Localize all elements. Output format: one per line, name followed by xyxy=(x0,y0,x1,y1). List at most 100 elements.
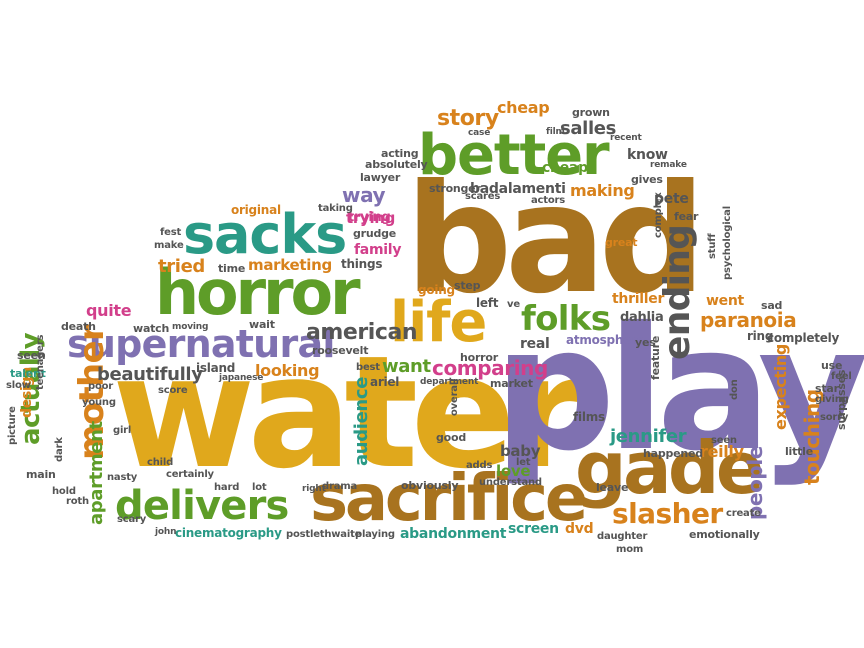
word: left xyxy=(476,296,499,310)
word: trying xyxy=(346,209,396,227)
word: seen xyxy=(711,435,737,446)
word: lawyer xyxy=(360,171,401,184)
word: looking xyxy=(255,361,320,380)
word: talent xyxy=(10,367,46,380)
word: ring xyxy=(747,329,774,343)
word: stuff xyxy=(707,233,718,259)
word: hard xyxy=(214,482,240,493)
word: screen xyxy=(508,521,559,537)
word: real xyxy=(520,336,550,352)
word: time xyxy=(218,262,246,275)
word: trying xyxy=(348,210,391,225)
word: wait xyxy=(249,318,275,331)
word: story xyxy=(437,106,499,131)
word: happened xyxy=(643,447,703,460)
word: case xyxy=(468,128,491,138)
word: japanese xyxy=(219,373,264,383)
word: films xyxy=(573,410,605,424)
word: yes xyxy=(635,336,656,349)
word: use xyxy=(821,359,843,372)
word: seen xyxy=(17,349,46,362)
word: horror xyxy=(460,351,498,364)
word: feel xyxy=(831,371,852,382)
word: marketing xyxy=(248,256,332,274)
word: little xyxy=(785,445,813,458)
word: film xyxy=(546,127,565,137)
word: best xyxy=(356,362,380,373)
word: lot xyxy=(252,482,267,493)
word: reilly xyxy=(700,442,744,461)
word: drama xyxy=(322,481,358,492)
word: roosevelt xyxy=(312,344,369,357)
word: abandonment xyxy=(400,526,507,542)
word: tried xyxy=(158,256,205,277)
word: right xyxy=(302,484,326,494)
word: girl xyxy=(113,425,132,436)
word: dark xyxy=(54,437,65,462)
word: thriller xyxy=(612,291,665,307)
word: mom xyxy=(616,544,644,555)
word: roth xyxy=(66,496,89,507)
word: understand xyxy=(479,477,542,488)
word: don xyxy=(729,379,740,400)
word: grown xyxy=(572,106,610,119)
word: expecting xyxy=(771,343,790,430)
word: folks xyxy=(521,299,611,339)
word: teenagers xyxy=(35,334,46,390)
word: badalamenti xyxy=(470,181,566,197)
word: american xyxy=(306,320,418,345)
word: slasher xyxy=(612,497,723,530)
word: gives xyxy=(631,173,663,186)
word: feature xyxy=(649,335,662,380)
word: create xyxy=(726,508,761,519)
word: salles xyxy=(560,118,616,139)
word: step xyxy=(454,279,481,292)
word: fest xyxy=(160,227,182,238)
word: cheap xyxy=(542,160,588,176)
word: obviously xyxy=(401,479,459,492)
word: horror xyxy=(155,256,361,329)
word: score xyxy=(158,385,188,396)
word: death xyxy=(61,320,96,333)
word: certainly xyxy=(166,469,214,480)
word: dvd xyxy=(565,521,594,537)
word: sad xyxy=(761,299,783,312)
word: adds xyxy=(466,460,493,471)
word: main xyxy=(26,468,56,481)
word: atmosphere xyxy=(566,333,645,347)
word: emotionally xyxy=(689,528,760,541)
word: scares xyxy=(465,191,501,202)
word: way xyxy=(342,183,386,207)
word: slow xyxy=(6,380,31,391)
word: delivers xyxy=(115,483,289,529)
word: baby xyxy=(500,442,541,460)
word: postlethwaite xyxy=(286,529,362,540)
word: john xyxy=(155,527,177,537)
word: cinematography xyxy=(175,526,282,540)
word: making xyxy=(570,181,635,200)
word: life xyxy=(390,290,487,355)
word: audience xyxy=(351,376,372,466)
word: stronger xyxy=(429,182,481,195)
word: make xyxy=(154,240,184,251)
word: let xyxy=(516,457,531,468)
word: moving xyxy=(172,322,209,332)
word: market xyxy=(490,377,533,390)
word: taking xyxy=(318,203,353,214)
word: island xyxy=(196,361,236,375)
word: daughter xyxy=(597,531,648,542)
word: actors xyxy=(531,195,566,206)
word: child xyxy=(147,457,174,468)
word: family xyxy=(354,242,402,258)
word: psychological xyxy=(722,206,733,280)
word: fear xyxy=(674,210,699,223)
word: things xyxy=(341,257,383,271)
word: absolutely xyxy=(365,158,428,171)
word: cheap xyxy=(497,98,550,117)
word: nasty xyxy=(107,472,138,483)
word: department xyxy=(420,377,479,387)
word: gade xyxy=(575,426,765,510)
word: ending xyxy=(657,224,698,360)
word: beautifully xyxy=(97,364,203,385)
